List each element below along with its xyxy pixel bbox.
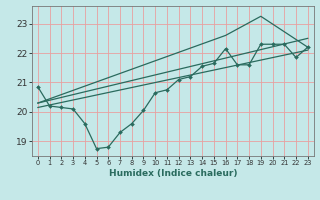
X-axis label: Humidex (Indice chaleur): Humidex (Indice chaleur) <box>108 169 237 178</box>
